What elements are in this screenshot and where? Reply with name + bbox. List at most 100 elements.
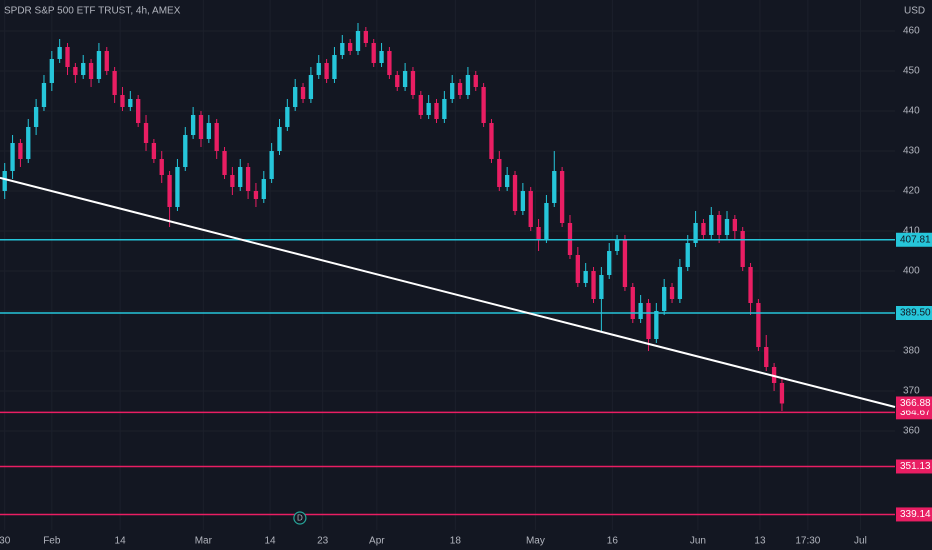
plot-area: D: [0, 23, 896, 525]
candle-body: [324, 63, 329, 79]
currency-label: USD: [904, 6, 925, 17]
level-label-box: [896, 459, 932, 474]
candle-body: [57, 47, 62, 59]
trendline: [0, 176, 896, 408]
candle-body: [41, 83, 47, 107]
candle-body: [740, 231, 745, 267]
candle-body: [222, 151, 227, 175]
level-label-box: [896, 306, 932, 320]
candle-body: [575, 255, 580, 283]
y-tick-label: 380: [903, 346, 920, 357]
candle-body: [379, 51, 384, 63]
y-tick-label: 360: [903, 426, 920, 437]
candle-body: [559, 171, 565, 223]
candle-body: [238, 167, 243, 187]
candle-body: [277, 127, 282, 151]
dividend-marker-label: D: [297, 514, 303, 523]
candle-body: [528, 191, 533, 227]
candle-body: [167, 175, 172, 207]
candle-body: [630, 287, 635, 319]
candle-body: [206, 123, 211, 139]
candle-body: [136, 99, 141, 123]
level-label: 364.67: [900, 407, 931, 418]
candle-body: [26, 127, 31, 159]
candle-body: [151, 143, 157, 159]
candle-body: [269, 151, 274, 179]
candle-body: [128, 99, 133, 107]
candle-body: [536, 227, 541, 239]
candle-body: [481, 87, 486, 123]
candle-body: [73, 67, 78, 75]
candle-body: [701, 223, 706, 235]
level-label: 407.81: [900, 234, 931, 245]
level-label: 339.14: [900, 509, 931, 520]
candle-body: [599, 275, 604, 299]
level-label-box: [896, 507, 932, 522]
candle-body: [457, 83, 463, 95]
candle-body: [583, 271, 588, 283]
candle-body: [18, 143, 23, 159]
y-tick-label: 420: [903, 186, 920, 197]
axes: 36037038039040041042043044045046030Feb14…: [0, 26, 932, 547]
candle-body: [473, 75, 478, 87]
x-tick-label: 17:30: [795, 536, 820, 547]
candle-body: [512, 175, 518, 211]
x-tick-label: May: [526, 536, 545, 547]
candle-body: [418, 95, 423, 115]
candle-body: [120, 95, 125, 107]
x-tick-label: Jul: [854, 536, 867, 547]
candle-body: [748, 267, 753, 303]
y-tick-label: 410: [903, 226, 920, 237]
candle-body: [143, 123, 149, 143]
x-tick-label: 13: [754, 536, 766, 547]
candle-body: [442, 99, 447, 119]
y-tick-label: 400: [903, 266, 920, 277]
candle-body: [65, 47, 70, 67]
last-price-box: [896, 396, 932, 411]
x-tick-label: 14: [265, 536, 277, 547]
candle-body: [434, 103, 439, 119]
x-tick-label: 14: [115, 536, 127, 547]
candle-body: [662, 287, 667, 311]
x-tick-label: 16: [607, 536, 619, 547]
candle-body: [426, 103, 431, 115]
candle-body: [198, 115, 204, 139]
candle-body: [10, 143, 15, 171]
candle-body: [253, 191, 259, 199]
candle-body: [646, 303, 651, 339]
candle-body: [190, 115, 196, 135]
candle-body: [497, 159, 502, 187]
candle-body: [293, 87, 298, 107]
x-tick-label: Jun: [690, 536, 706, 547]
candle-body: [552, 171, 557, 203]
candle-body: [371, 43, 376, 63]
candle-body: [261, 179, 266, 199]
candle-body: [779, 383, 785, 404]
grid: [0, 0, 895, 530]
x-tick-label: 30: [0, 536, 11, 547]
candle-body: [669, 287, 675, 299]
candle-body: [395, 75, 400, 87]
x-tick-label: 18: [450, 536, 462, 547]
candle-body: [81, 63, 86, 75]
candle-body: [387, 51, 392, 75]
candle-body: [465, 75, 471, 95]
candle-body: [544, 203, 549, 239]
candle-body: [2, 171, 7, 191]
candle-body: [112, 71, 117, 95]
candle-body: [159, 159, 164, 175]
candle-body: [402, 71, 408, 87]
candle-body: [693, 223, 698, 243]
candle-body: [622, 239, 628, 287]
candle-body: [300, 87, 306, 99]
candle-body: [104, 51, 109, 71]
candle-body: [316, 63, 321, 75]
candle-body: [175, 167, 180, 207]
chart-title: SPDR S&P 500 ETF TRUST, 4h, AMEX: [4, 6, 181, 17]
candle-body: [214, 123, 219, 151]
candle-body: [308, 75, 314, 99]
y-tick-label: 450: [903, 66, 920, 77]
candle-body: [607, 251, 612, 275]
candle-body: [332, 55, 337, 79]
